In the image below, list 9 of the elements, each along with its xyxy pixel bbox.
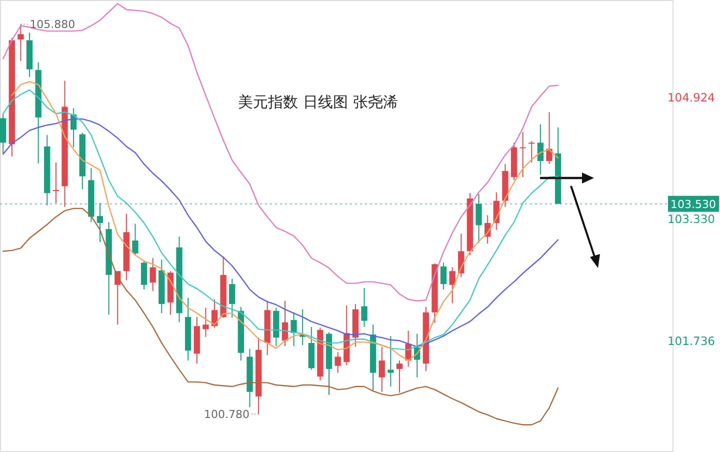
y-tick-label: 103.330 [667,212,715,226]
y-tick-label: 101.736 [667,334,715,348]
ref-line-label: 103.530 [670,198,716,211]
y-tick-label: 104.924 [667,90,715,104]
annotation: 100.780 [204,408,250,422]
line-series [2,208,559,426]
annotation: 105.880 [30,18,76,32]
text: 美元指数 日线图 张尧浠 [238,93,398,111]
line-series [2,2,559,302]
